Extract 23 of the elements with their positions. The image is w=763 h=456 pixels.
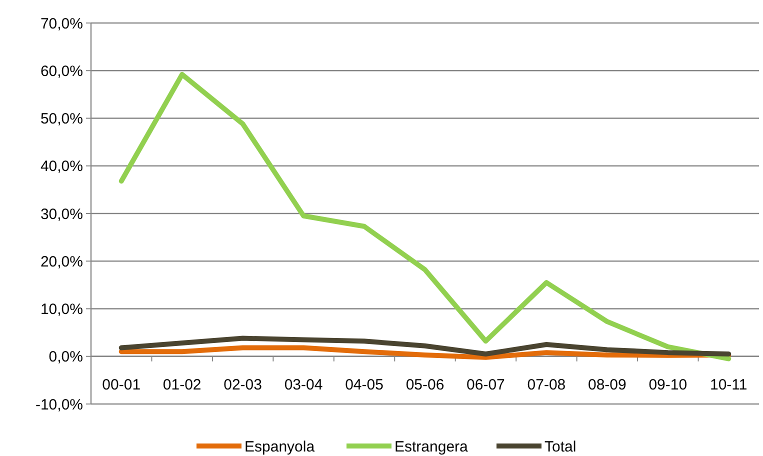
x-tick-label: 08-09 bbox=[588, 376, 626, 394]
x-tick-label: 01-02 bbox=[162, 376, 202, 394]
x-tick-label: 04-05 bbox=[345, 376, 384, 394]
y-tick-label: 10,0% bbox=[40, 301, 83, 318]
x-tick-label: 03-04 bbox=[284, 376, 323, 394]
y-tick-label: 40,0% bbox=[40, 158, 83, 176]
x-tick-label: 10-11 bbox=[710, 376, 748, 394]
x-tick-label: 06-07 bbox=[466, 376, 505, 394]
legend-label: Total bbox=[544, 438, 576, 456]
y-tick-label: 70,0% bbox=[40, 15, 83, 32]
x-tick-label: 09-10 bbox=[648, 376, 688, 394]
y-tick-label: 50,0% bbox=[40, 110, 83, 128]
x-tick-label: 05-06 bbox=[406, 376, 444, 394]
legend-label: Estrangera bbox=[394, 438, 469, 456]
y-tick-label: 0,0% bbox=[48, 348, 83, 366]
x-tick-label: 02-03 bbox=[224, 376, 262, 394]
x-tick-label: 00-01 bbox=[102, 376, 141, 394]
y-tick-label: 60,0% bbox=[40, 62, 83, 80]
y-tick-label: 30,0% bbox=[40, 206, 83, 223]
y-tick-label: 20,0% bbox=[40, 253, 83, 270]
y-tick-label: -10,0% bbox=[35, 396, 83, 414]
legend-label: Espanyola bbox=[244, 438, 316, 456]
x-tick-label: 07-08 bbox=[527, 376, 566, 394]
